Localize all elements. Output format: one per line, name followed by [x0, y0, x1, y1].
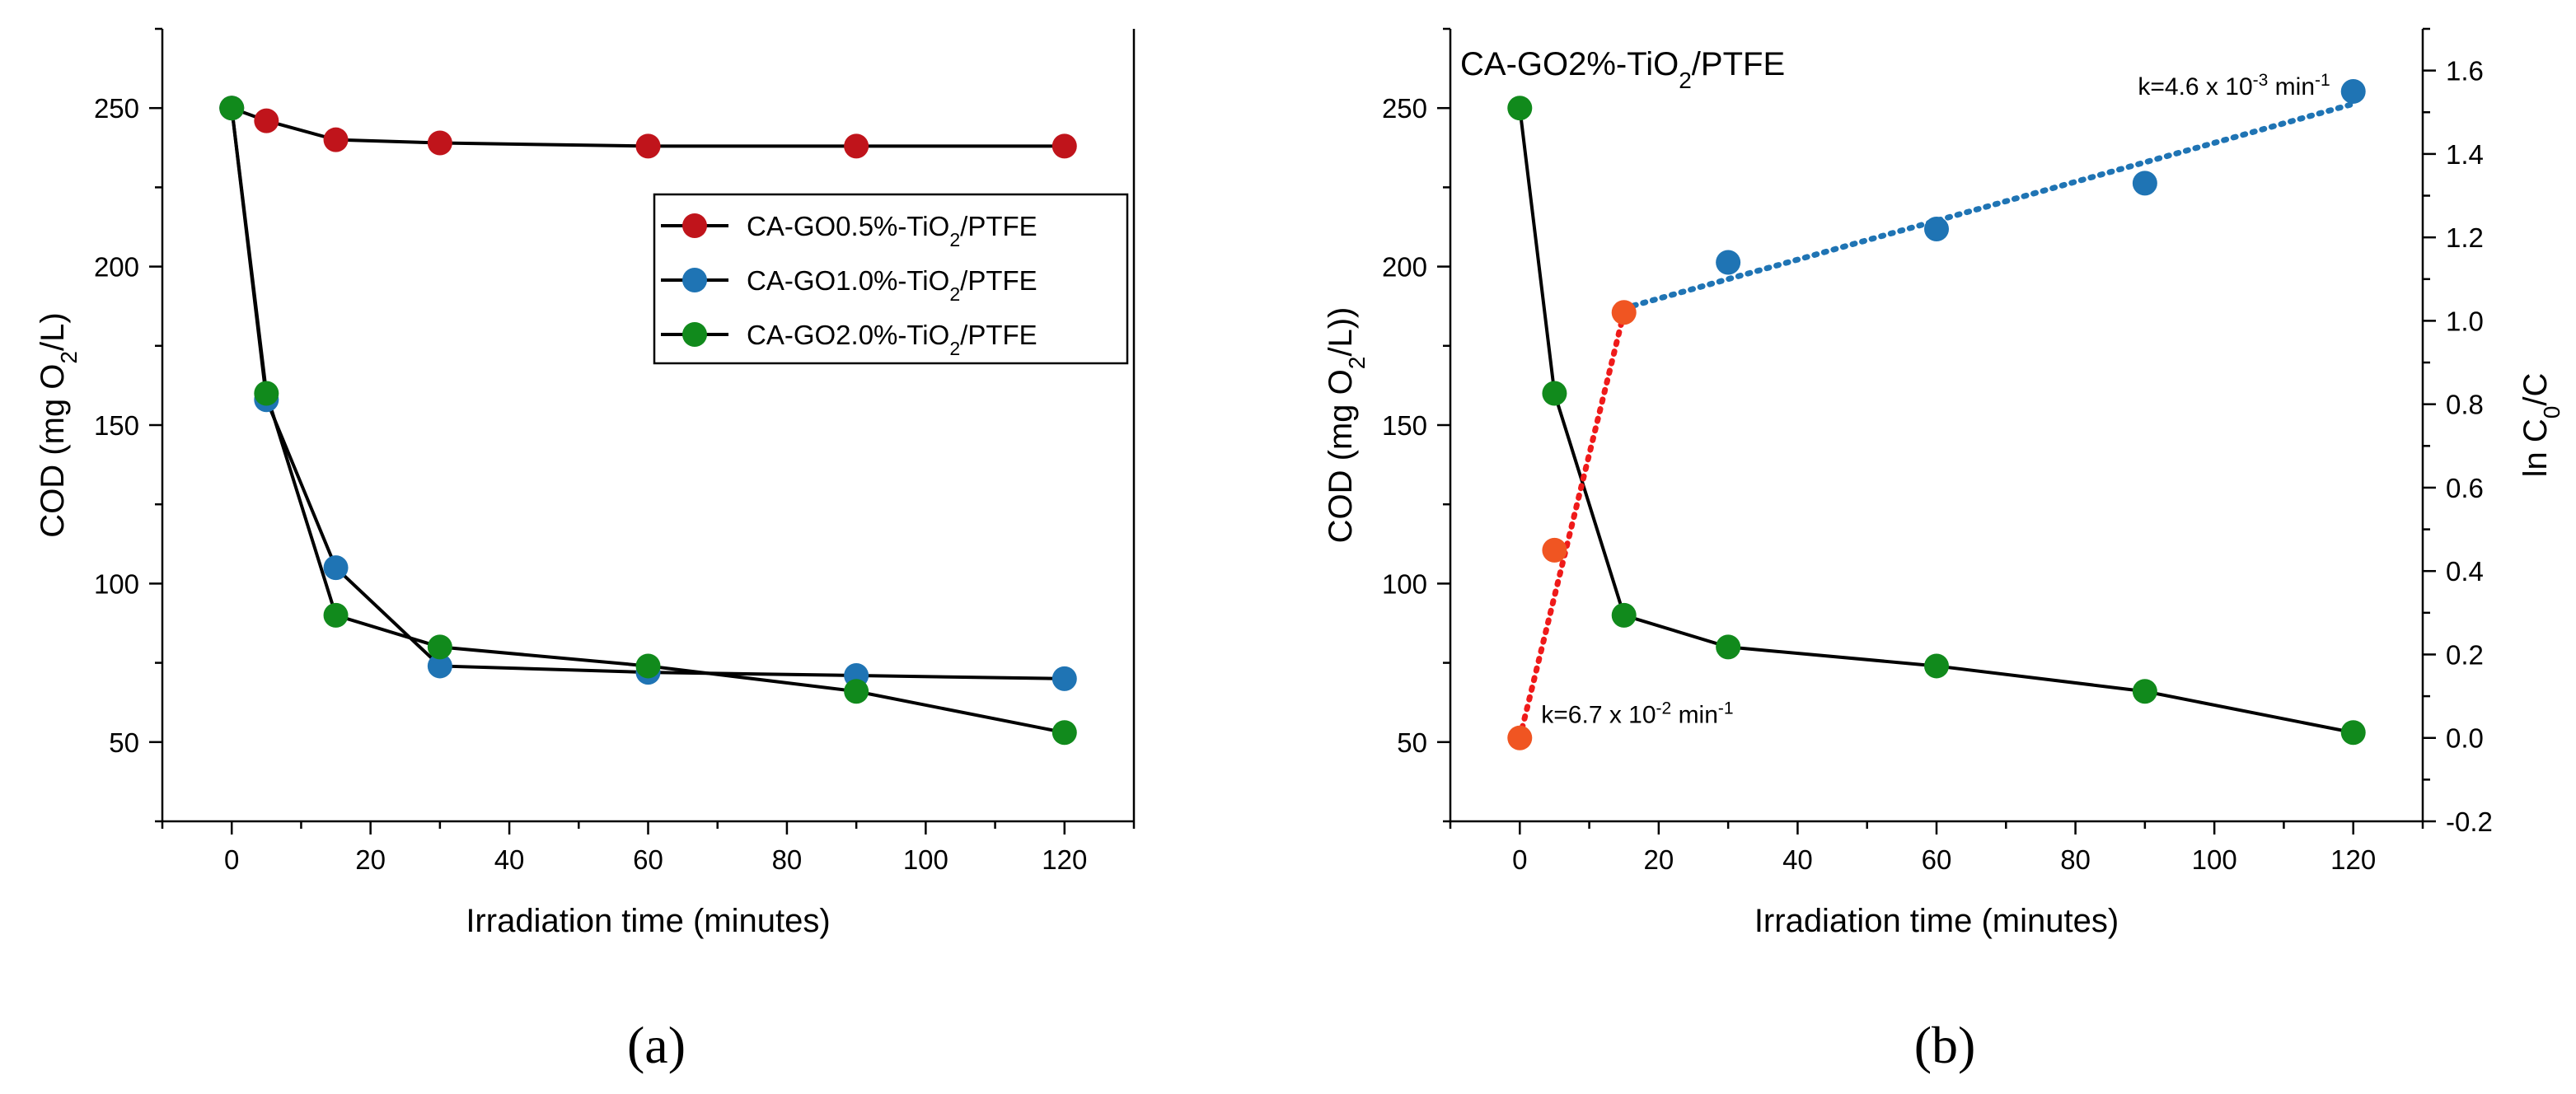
a-legend-label-1: CA-GO0.5%-TiO2/PTFE	[747, 211, 1037, 250]
b-lnc-data-point-fast[interactable]	[1507, 725, 1533, 750]
b-y2-tick-label: 1.0	[2446, 306, 2484, 336]
panel-b-chart: 0 20 40 60 80 100 120 50 100 150 200 250 Irradiation…	[1323, 27, 2564, 1074]
b-cod-data-point[interactable]	[2340, 720, 2366, 746]
a-data-point-series-3[interactable]	[1051, 720, 1077, 746]
b-y-tick-label: 250	[1382, 93, 1427, 124]
a-data-point-series-3[interactable]	[635, 653, 661, 679]
a-data-point-series-1[interactable]	[1051, 133, 1077, 159]
a-data-point-series-1[interactable]	[635, 133, 661, 159]
a-legend-box	[653, 193, 1129, 365]
b-lnc-data-point-slow[interactable]	[1716, 250, 1741, 275]
b-annotation-fast-rate: k=6.7 x 10-2 min-1	[1541, 699, 1733, 729]
a-legend-marker	[682, 213, 707, 238]
a-x-axis-title: Irradiation time (minutes)	[466, 903, 830, 939]
a-data-point-series-3[interactable]	[323, 602, 349, 628]
b-y2-tick-label: 0.2	[2446, 639, 2484, 670]
a-legend-label-2: CA-GO1.0%-TiO2/PTFE	[747, 265, 1037, 305]
a-data-point-series-2[interactable]	[1051, 666, 1077, 691]
a-data-point-series-1[interactable]	[427, 130, 452, 156]
a-panel-label: (a)	[627, 1016, 686, 1074]
a-legend-marker	[682, 322, 707, 347]
b-x-tick-label: 100	[2192, 844, 2237, 875]
b-y2-tick-label: 1.4	[2446, 139, 2484, 170]
b-y-tick-label: 100	[1382, 568, 1427, 599]
a-y-tick-label: 200	[94, 252, 139, 283]
b-cod-series-line	[1518, 107, 2354, 735]
panel-a-chart: 0 20 40 60 80 100 120 50 100 150 200 250 Irradiation…	[35, 27, 1136, 1074]
a-y-tick-label: 100	[94, 568, 139, 599]
a-x-tick-label: 40	[494, 844, 525, 875]
a-data-point-series-1[interactable]	[254, 108, 279, 133]
b-x-tick-label: 60	[1922, 844, 1952, 875]
b-cod-data-point[interactable]	[1611, 602, 1637, 628]
a-y-axis-title: COD (mg O2/L)	[35, 312, 82, 537]
b-y2-tick-label: 0.8	[2446, 390, 2484, 420]
a-x-tick-label: 0	[224, 844, 239, 875]
b-cod-data-point[interactable]	[1924, 653, 1949, 679]
b-fit-line-slow	[1621, 101, 2357, 311]
a-x-tick-label: 80	[772, 844, 803, 875]
b-fit-line-fast	[1516, 309, 1628, 741]
b-y2-tick-label: 1.6	[2446, 56, 2484, 86]
a-x-tick-label: 20	[355, 844, 386, 875]
a-data-point-series-3[interactable]	[844, 679, 869, 704]
b-y-axis-title: COD (mg O2/L))	[1323, 307, 1370, 544]
b-x-tick-label: 0	[1512, 844, 1527, 875]
b-x-tick-label: 20	[1643, 844, 1674, 875]
b-y2-tick-label: 0.0	[2446, 723, 2484, 754]
b-cod-data-point[interactable]	[1507, 96, 1533, 121]
b-lnc-data-point-fast[interactable]	[1542, 537, 1567, 563]
a-data-point-series-3[interactable]	[254, 381, 279, 406]
b-lnc-data-point-slow[interactable]	[2340, 78, 2366, 104]
a-x-tick-label: 100	[903, 844, 948, 875]
a-data-point-series-3[interactable]	[427, 634, 452, 660]
b-x-tick-label: 120	[2330, 844, 2376, 875]
b-y2-axis-title: ln C0/C	[2517, 373, 2564, 478]
a-y-tick-label: 250	[94, 93, 139, 124]
b-annotation-slow-rate: k=4.6 x 10-3 min-1	[2138, 70, 2330, 101]
b-y2-tick-label: 0.4	[2446, 556, 2484, 587]
b-chart-title: CA-GO2%-TiO2/PTFE	[1460, 46, 1785, 93]
a-y-tick-label: 50	[109, 727, 139, 758]
a-data-point-series-1[interactable]	[323, 127, 349, 152]
b-y2-tick-label: -0.2	[2446, 806, 2493, 837]
b-x-tick-label: 80	[2060, 844, 2091, 875]
b-panel-label: (b)	[1914, 1016, 1976, 1074]
b-cod-data-point[interactable]	[1716, 634, 1741, 660]
a-y-tick-label: 150	[94, 410, 139, 441]
b-y-tick-label: 150	[1382, 410, 1427, 441]
a-x-tick-label: 60	[633, 844, 663, 875]
b-x-tick-label: 40	[1782, 844, 1813, 875]
b-y-tick-label: 50	[1397, 727, 1427, 758]
b-lnc-data-point-slow[interactable]	[2132, 171, 2157, 196]
a-data-point-series-2[interactable]	[323, 555, 349, 581]
a-data-point-series-2[interactable]	[427, 653, 452, 679]
a-data-point-series-1[interactable]	[844, 133, 869, 159]
b-y2-tick-label: 1.2	[2446, 222, 2484, 253]
a-data-point-series-3[interactable]	[219, 96, 245, 121]
b-y-tick-label: 200	[1382, 252, 1427, 283]
b-lnc-data-point-slow[interactable]	[1924, 217, 1949, 242]
a-legend-label-3: CA-GO2.0%-TiO2/PTFE	[747, 320, 1037, 359]
a-x-tick-label: 120	[1042, 844, 1087, 875]
b-x-axis-title: Irradiation time (minutes)	[1754, 903, 2119, 939]
b-y2-tick-label: 0.6	[2446, 473, 2484, 503]
b-cod-data-point[interactable]	[1542, 381, 1567, 406]
a-legend-marker	[682, 268, 707, 292]
b-cod-data-point[interactable]	[2132, 679, 2157, 704]
b-lnc-data-point-fast[interactable]	[1611, 300, 1637, 325]
